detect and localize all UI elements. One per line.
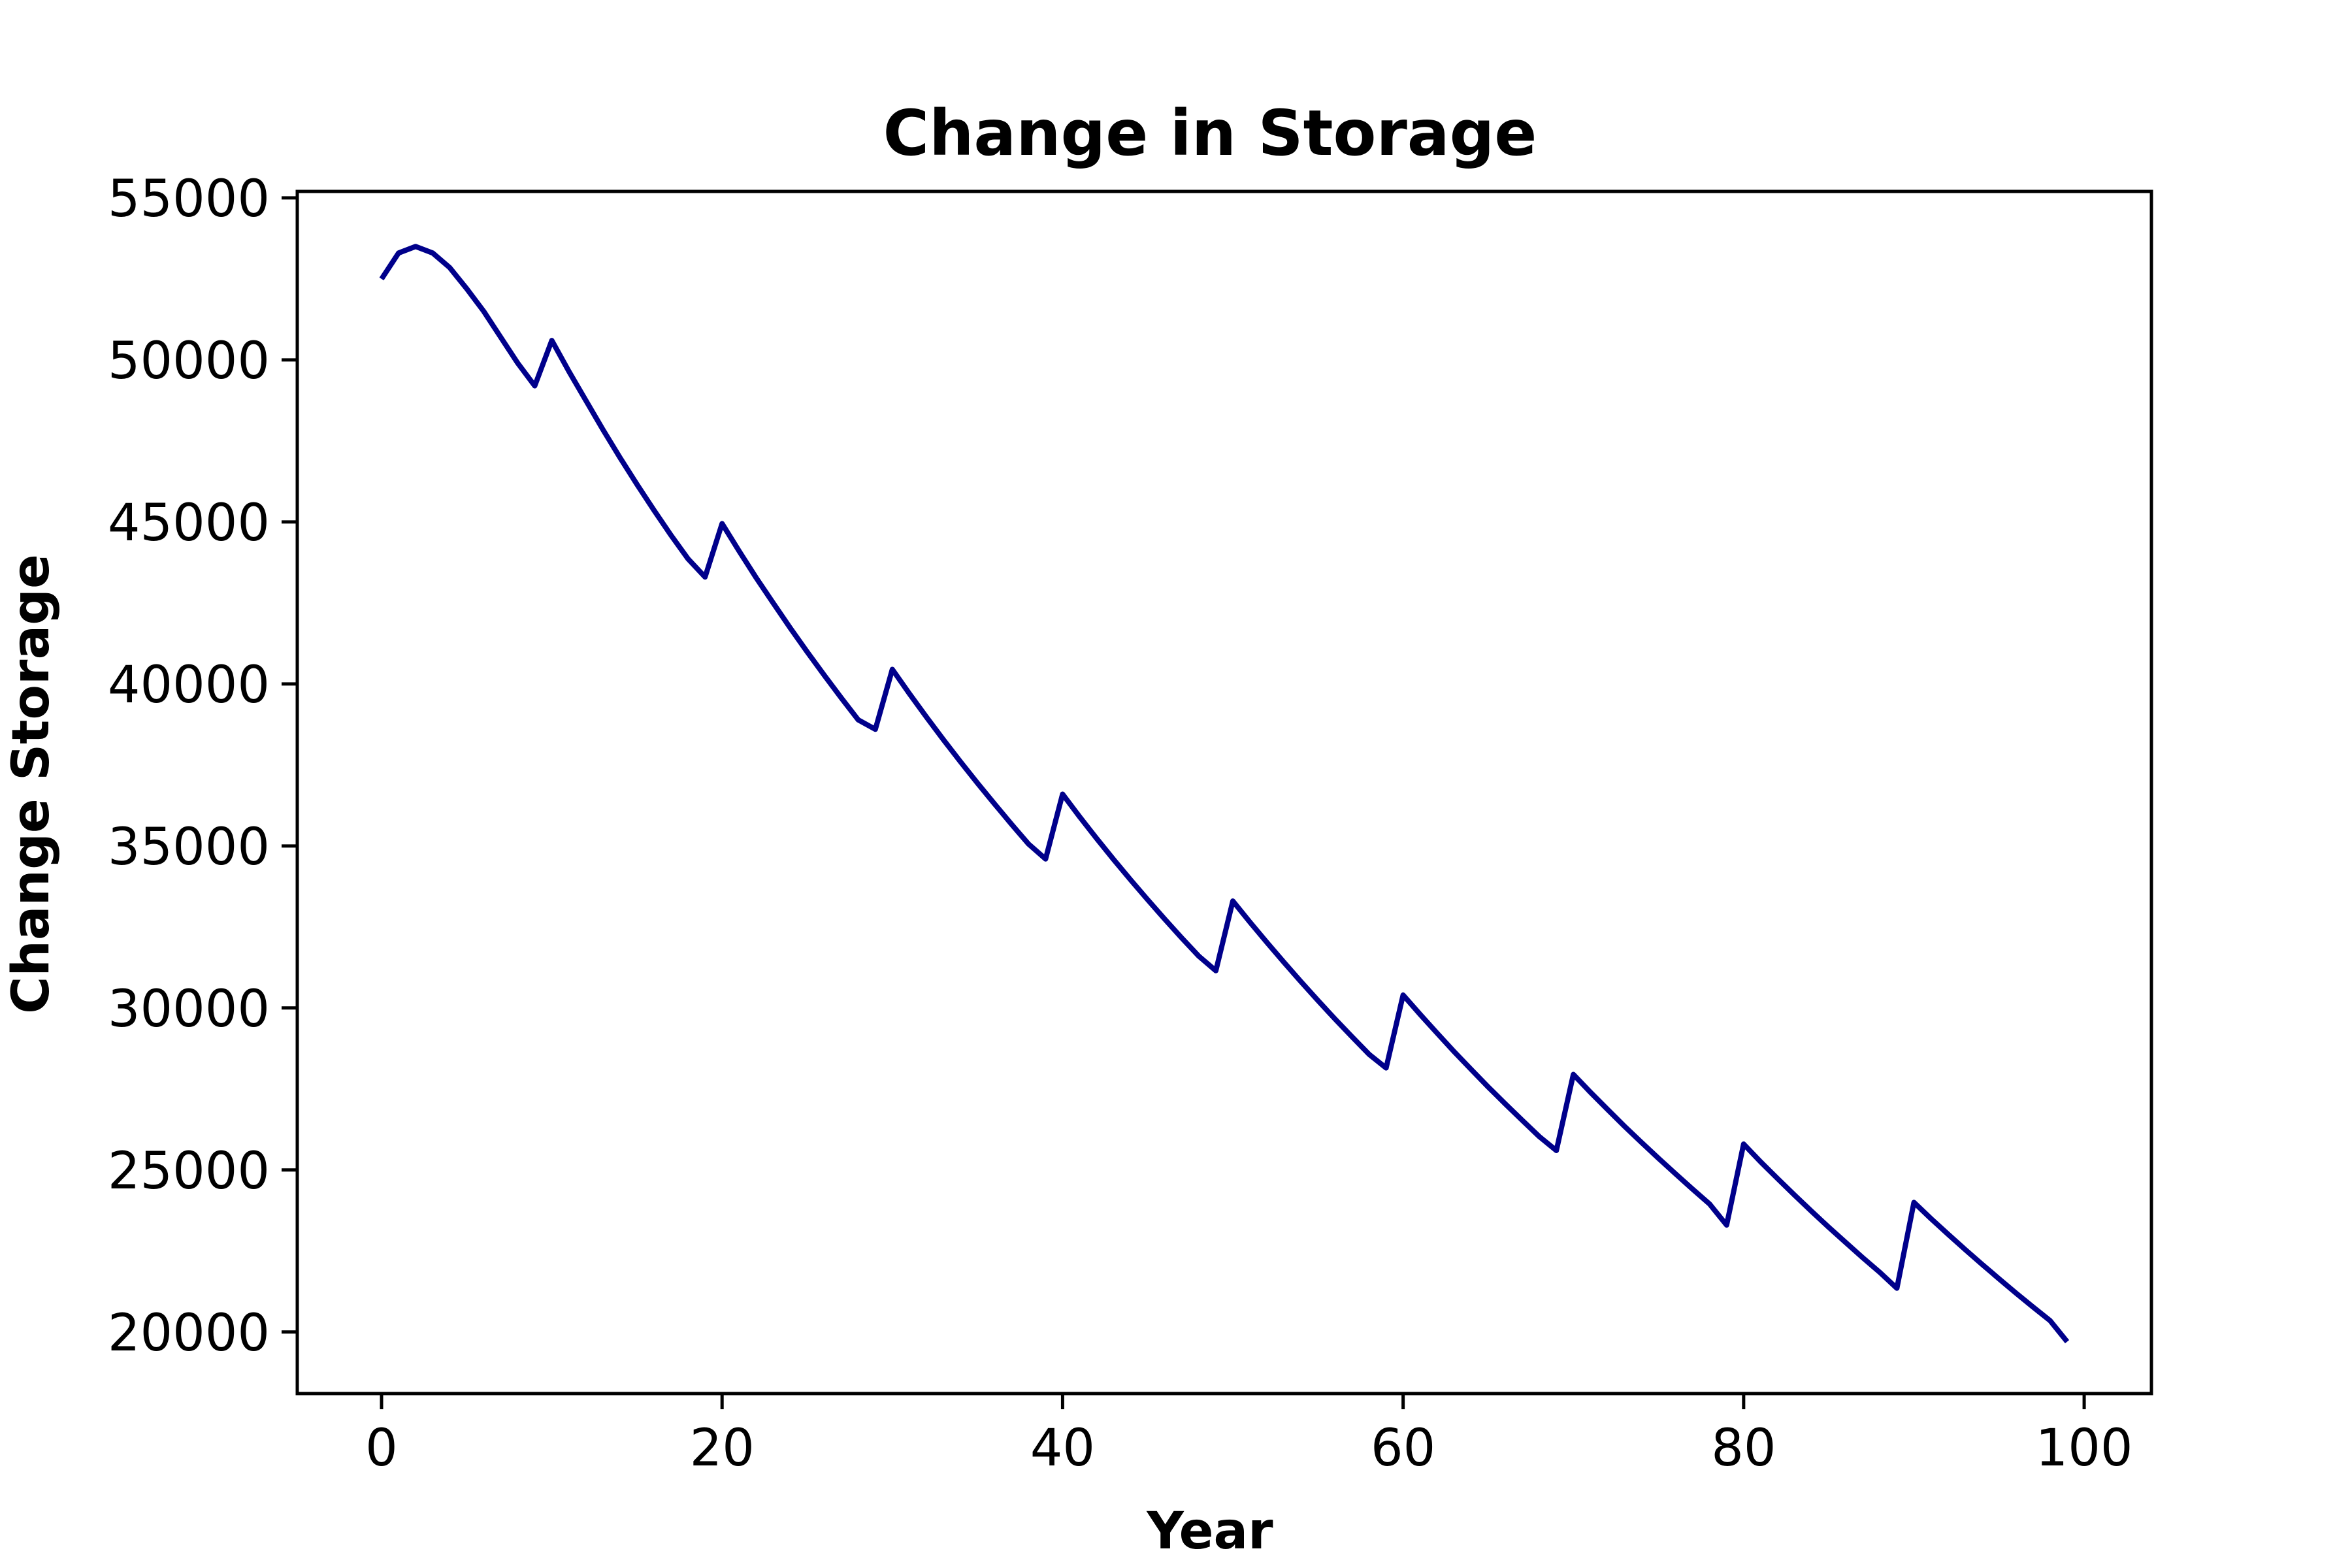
y-tick-label: 40000 [108, 656, 270, 715]
y-axis: 20000 25000 30000 35000 40000 45000 50000 55000 [108, 170, 297, 1363]
y-tick-label: 25000 [108, 1142, 270, 1201]
x-tick-label: 80 [1711, 1419, 1776, 1478]
x-axis: 0 20 40 60 80 100 [365, 1394, 2133, 1478]
series-line [379, 244, 2070, 1344]
y-tick-label: 50000 [108, 332, 270, 391]
y-axis-label: Change Storage [2, 554, 61, 1014]
y-tick-label: 35000 [108, 818, 270, 877]
y-tick-label: 20000 [108, 1304, 270, 1363]
y-tick-label: 55000 [108, 170, 270, 229]
x-tick-label: 20 [690, 1419, 755, 1478]
y-tick-label: 30000 [108, 980, 270, 1039]
x-tick-label: 40 [1030, 1419, 1095, 1478]
x-tick-label: 100 [2036, 1419, 2133, 1478]
chart-title: Change in Storage [883, 97, 1537, 170]
y-tick-label: 45000 [108, 494, 270, 553]
x-tick-label: 0 [365, 1419, 398, 1478]
x-axis-label: Year [1146, 1502, 1273, 1561]
x-tick-label: 60 [1371, 1419, 1435, 1478]
plot-frame [295, 189, 2153, 1396]
